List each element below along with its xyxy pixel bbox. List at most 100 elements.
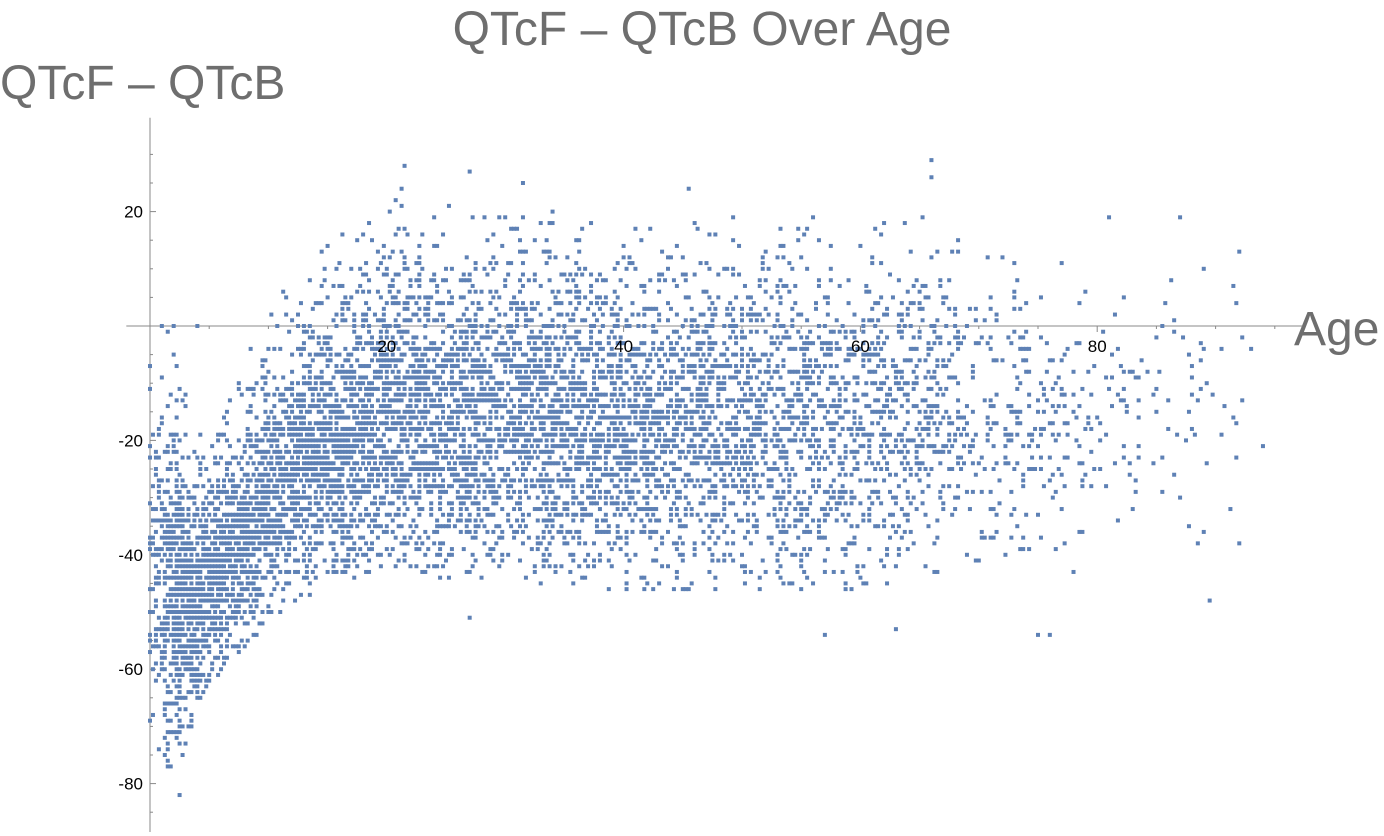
data-point [473,341,478,346]
data-point [485,238,490,243]
data-point [657,272,662,277]
data-point [766,358,771,363]
data-point [704,478,709,483]
data-point [204,552,209,557]
data-point [488,261,493,266]
data-point [651,507,656,512]
data-point [458,518,463,523]
data-point [473,558,478,563]
data-point [441,301,446,306]
data-point [716,398,721,403]
data-point [378,261,383,266]
data-point [159,547,164,552]
data-point [624,438,629,443]
data-point [506,381,511,386]
data-point [683,495,688,500]
data-point [245,541,250,546]
data-point [470,364,475,369]
data-point [772,512,777,517]
data-point [461,461,466,466]
data-point [642,575,647,580]
data-point [781,335,786,340]
data-point [186,638,191,643]
data-point [491,329,496,334]
data-point [340,472,345,477]
data-point [671,438,676,443]
data-point [731,501,736,506]
data-point [689,581,694,586]
data-point [224,409,229,414]
data-point [435,289,440,294]
data-point [793,495,798,500]
data-point [242,547,247,552]
data-point [381,495,386,500]
data-point [473,421,478,426]
data-point [742,449,747,454]
data-point [612,324,617,328]
data-point [355,358,360,363]
data-point [426,318,431,323]
data-point [168,764,173,769]
data-point [645,467,650,471]
data-point [219,650,224,655]
data-point [370,529,374,534]
data-point [352,432,357,437]
data-point [639,449,644,454]
data-point [523,438,528,443]
data-point [485,346,490,351]
data-point [254,587,259,592]
data-point [168,529,173,534]
data-point [458,512,463,517]
data-point [778,301,783,306]
data-point [304,467,309,471]
data-point [260,449,265,454]
data-point [467,426,472,431]
data-point [476,392,481,397]
data-point [725,404,730,409]
data-point [603,461,608,466]
data-point [618,467,623,471]
data-point [754,421,759,426]
data-point [343,558,348,563]
data-point [520,461,525,466]
data-point [671,346,676,351]
data-point [180,558,185,563]
data-point [677,398,682,403]
data-point [760,495,765,500]
data-point [446,461,451,466]
data-point [609,364,614,369]
data-point [565,541,570,546]
data-point [254,489,259,494]
data-point [731,272,736,277]
data-point [677,489,682,494]
data-point [325,569,330,574]
data-point [580,346,585,351]
data-point [219,501,224,506]
data-point [284,295,289,300]
data-point [180,495,185,500]
data-point [174,684,179,689]
data-point [195,455,200,460]
data-point [192,449,197,454]
data-point [754,518,759,523]
data-point [423,438,428,443]
data-point [497,426,502,431]
data-point [195,610,200,614]
data-point [245,587,250,592]
data-point [201,655,206,660]
data-point [177,592,182,597]
data-point [177,741,182,746]
data-point [156,627,161,632]
data-point [334,467,339,471]
data-point [731,455,736,460]
data-point [559,404,564,409]
data-point [565,398,570,403]
data-point [337,352,342,357]
data-point [148,587,152,592]
data-point [651,324,656,328]
data-point [236,524,241,529]
data-point [707,432,712,437]
data-point [352,369,357,374]
data-point [763,289,768,294]
data-point [192,610,197,614]
